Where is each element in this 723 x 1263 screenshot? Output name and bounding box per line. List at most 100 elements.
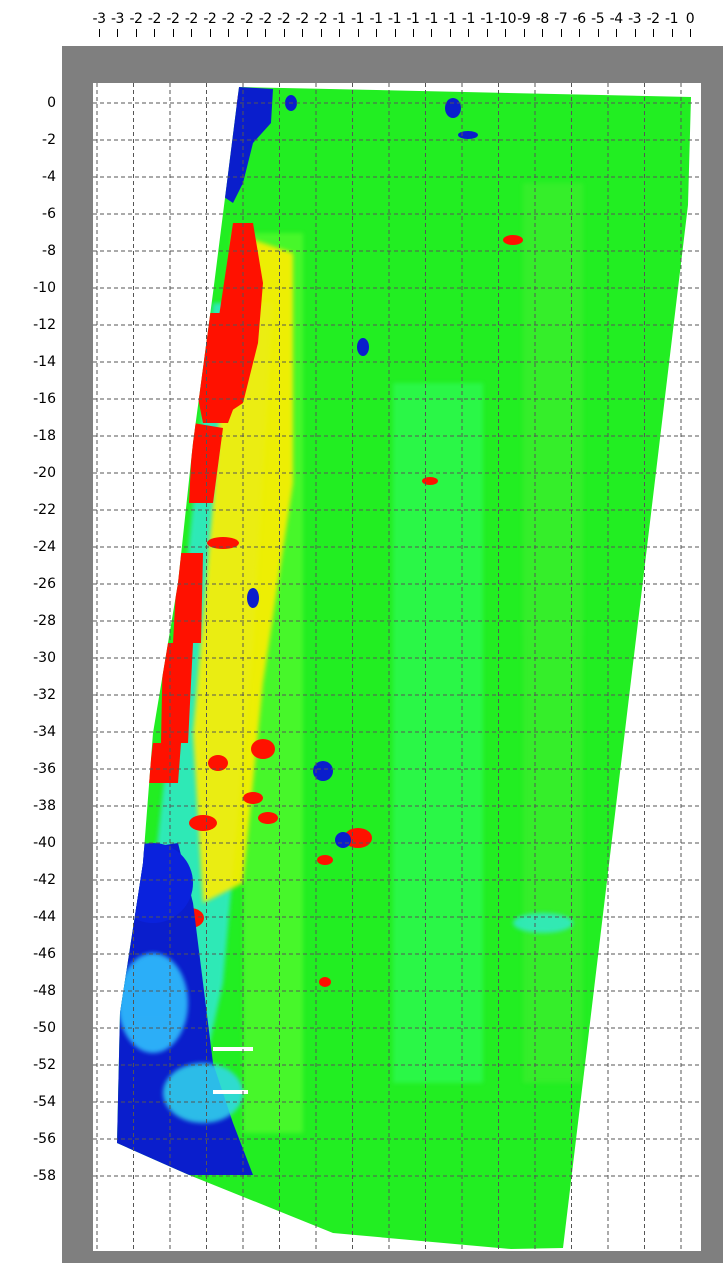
y-tick-label: -42 <box>33 872 56 888</box>
x-tick-mark <box>468 29 470 37</box>
x-tick-label: -2 <box>646 11 660 27</box>
x-tick-mark <box>99 29 100 37</box>
y-tick-label: -8 <box>42 243 56 259</box>
x-tick-mark <box>394 29 396 37</box>
x-tick-mark <box>431 29 433 37</box>
x-tick-label: -4 <box>609 11 623 27</box>
x-tick-label: -3 <box>628 11 642 27</box>
x-tick-label: -2 <box>129 11 143 27</box>
x-axis-ruler: -3 -3 -2 -2 -2 -2 -2 -2 -2 -2 -2 -2 -2 -1 -1 -1 -1 -1 -1 -1… <box>0 0 723 46</box>
y-tick-label: -22 <box>33 502 56 518</box>
y-tick-label: -16 <box>33 391 56 407</box>
x-tick-mark <box>523 29 525 37</box>
x-tick-mark <box>172 29 174 37</box>
x-tick-mark <box>597 29 599 37</box>
y-tick-label: -40 <box>33 835 56 851</box>
x-tick-label: -1 <box>406 11 420 27</box>
y-tick-label: -58 <box>33 1168 56 1184</box>
y-tick-label: -56 <box>33 1131 56 1147</box>
x-tick-mark <box>412 29 414 37</box>
x-tick-mark <box>579 29 581 37</box>
y-tick-label: -20 <box>33 465 56 481</box>
x-tick-mark <box>246 29 248 37</box>
x-tick-mark <box>265 29 267 37</box>
x-tick-mark <box>671 29 673 37</box>
x-tick-label: -5 <box>591 11 605 27</box>
y-tick-label: -4 <box>42 169 56 185</box>
x-tick-label: -2 <box>295 11 309 27</box>
y-tick-label: -24 <box>33 539 56 555</box>
x-tick-label: -1 <box>332 11 346 27</box>
x-tick-mark <box>560 29 562 37</box>
x-tick-label: -3 <box>92 11 106 27</box>
survey-raster <box>93 83 701 1251</box>
y-tick-label: -28 <box>33 613 56 629</box>
data-gap <box>213 1047 253 1051</box>
x-tick-mark <box>634 29 636 37</box>
map-grid <box>93 83 701 1251</box>
y-axis-ruler: 0 -2 -4 -6 -8 -10 -12 -14 -16 -18 -20 -22 -24 -26 -28 -… <box>0 46 62 1263</box>
x-tick-label: -2 <box>184 11 198 27</box>
y-tick-label: -26 <box>33 576 56 592</box>
x-tick-label: -3 <box>110 11 124 27</box>
x-tick-label: -1 <box>480 11 494 27</box>
y-tick-label: 0 <box>47 95 56 111</box>
x-tick-mark <box>486 29 488 37</box>
y-tick-label: -14 <box>33 354 56 370</box>
x-tick-label: -2 <box>147 11 161 27</box>
x-tick-label: -10 <box>494 11 517 27</box>
y-tick-label: -34 <box>33 724 56 740</box>
x-tick-label: -2 <box>166 11 180 27</box>
x-tick-label: -1 <box>351 11 365 27</box>
y-tick-label: -12 <box>33 317 56 333</box>
x-tick-mark <box>117 29 119 37</box>
x-tick-mark <box>505 29 507 37</box>
y-tick-label: -32 <box>33 687 56 703</box>
x-tick-label: -2 <box>221 11 235 27</box>
y-tick-label: -52 <box>33 1057 56 1073</box>
map-canvas[interactable]: N <box>93 83 701 1251</box>
x-tick-mark <box>339 29 341 37</box>
x-tick-label: -2 <box>203 11 217 27</box>
x-tick-mark <box>228 29 230 37</box>
x-tick-mark <box>283 29 285 37</box>
x-tick-label: -1 <box>424 11 438 27</box>
x-tick-label: -9 <box>517 11 531 27</box>
y-tick-label: -50 <box>33 1020 56 1036</box>
x-tick-label: -8 <box>535 11 549 27</box>
x-tick-label: -7 <box>554 11 568 27</box>
y-tick-label: -36 <box>33 761 56 777</box>
x-tick-label: -1 <box>388 11 401 27</box>
x-tick-mark <box>154 29 156 37</box>
y-tick-label: -48 <box>33 983 56 999</box>
x-tick-mark <box>302 29 304 37</box>
x-tick-mark <box>376 29 378 37</box>
y-tick-label: -30 <box>33 650 56 666</box>
x-tick-mark <box>191 29 193 37</box>
x-tick-label: -1 <box>665 11 679 27</box>
x-tick-mark <box>135 29 137 37</box>
y-tick-label: -54 <box>33 1094 56 1110</box>
y-tick-label: -46 <box>33 946 56 962</box>
x-tick-label: -1 <box>443 11 457 27</box>
x-tick-mark <box>653 29 655 37</box>
x-tick-label: -2 <box>277 11 291 27</box>
y-tick-label: -2 <box>42 132 56 148</box>
x-tick-label: -2 <box>240 11 254 27</box>
intensity-anomalies <box>117 87 583 1175</box>
x-tick-mark <box>690 29 691 37</box>
y-tick-label: -44 <box>33 909 56 925</box>
x-tick-label: 0 <box>685 11 695 27</box>
y-tick-label: -10 <box>33 280 56 296</box>
x-tick-label: -1 <box>461 11 475 27</box>
y-tick-label: -18 <box>33 428 56 444</box>
x-tick-mark <box>357 29 359 37</box>
x-tick-label: -2 <box>258 11 272 27</box>
x-tick-mark <box>542 29 544 37</box>
x-tick-mark <box>616 29 618 37</box>
x-tick-mark <box>320 29 322 37</box>
x-tick-label: -2 <box>314 11 328 27</box>
x-tick-mark <box>209 29 211 37</box>
y-tick-label: -38 <box>33 798 56 814</box>
